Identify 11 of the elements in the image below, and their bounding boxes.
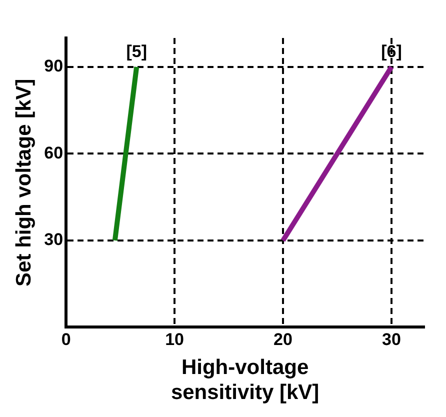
- y-tick-label: 90: [44, 56, 64, 76]
- annotation: [6]: [381, 42, 402, 62]
- x-axis-title: High-voltage sensitivity [kV]: [170, 356, 320, 404]
- y-tick-label: 60: [44, 143, 64, 162]
- x-tick-label: 10: [165, 330, 184, 350]
- x-tick-label: 20: [274, 330, 292, 350]
- x-tick-label: 0: [61, 330, 71, 350]
- y-tick-label: 30: [44, 230, 64, 250]
- x-tick-label: 30: [382, 330, 401, 350]
- y-axis-title: Set high voltage [kV]: [12, 78, 36, 286]
- annotation: [5]: [126, 42, 147, 62]
